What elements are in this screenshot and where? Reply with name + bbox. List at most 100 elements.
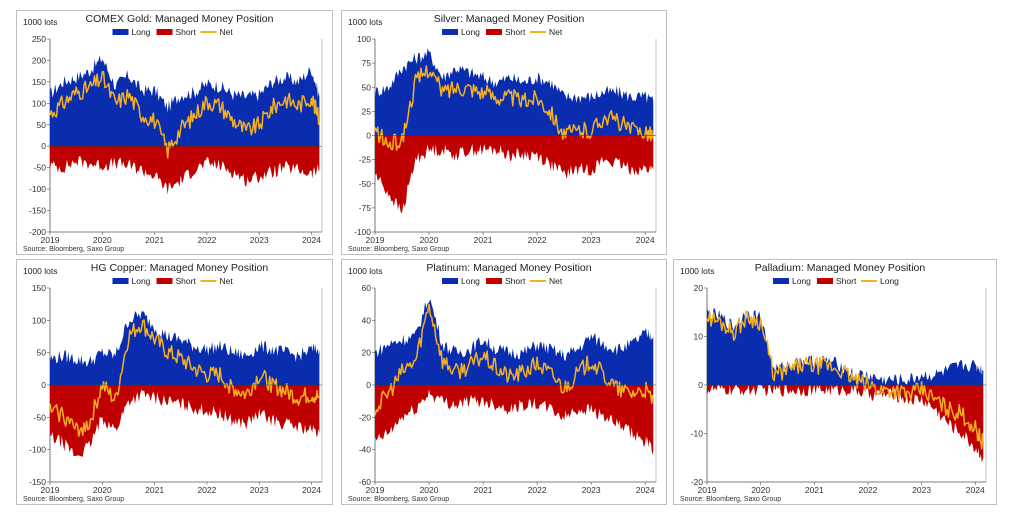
series-line-long [706, 310, 985, 450]
chart-title: Palladium: Managed Money Position [755, 262, 926, 274]
chart-panel-palladium: Palladium: Managed Money Position 1000 lo… [673, 259, 997, 505]
x-tick-label: 2024 [302, 485, 321, 495]
y-tick-label: 20 [362, 348, 372, 358]
y-tick-label: -20 [359, 412, 372, 422]
legend-label: Long [792, 276, 811, 286]
legend-swatch-short [486, 278, 502, 284]
legend-label: Short [505, 276, 526, 286]
legend-swatch-short [817, 278, 833, 284]
legend-label: Long [132, 276, 151, 286]
x-tick-label: 2020 [93, 235, 112, 245]
x-tick-label: 2021 [145, 235, 164, 245]
legend-label: Net [549, 276, 563, 286]
x-tick-label: 2023 [582, 485, 601, 495]
y-tick-label: 0 [41, 141, 46, 151]
y-tick-label: -50 [34, 412, 47, 422]
legend-swatch-net [530, 280, 546, 282]
x-tick-label: 2023 [250, 235, 269, 245]
y-tick-label: 100 [32, 98, 46, 108]
y-tick-label: 0 [366, 380, 371, 390]
unit-label: 1000 lots [348, 17, 383, 27]
chart-platinum: Platinum: Managed Money Position 1000 lot… [348, 262, 657, 503]
series-line-net [49, 319, 321, 437]
legend-swatch-long [442, 29, 458, 35]
unit-label: 1000 lots [23, 17, 58, 27]
x-tick-label: 2022 [197, 235, 216, 245]
series-area-long [707, 307, 984, 385]
chart-title: HG Copper: Managed Money Position [91, 262, 269, 274]
unit-label: 1000 lots [348, 266, 383, 276]
x-tick-label: 2020 [751, 485, 770, 495]
x-tick-label: 2021 [145, 485, 164, 495]
series-area-short [50, 146, 320, 195]
legend-swatch-short [156, 29, 173, 35]
y-tick-label: 10 [694, 332, 704, 342]
y-tick-label: -60 [359, 477, 372, 487]
y-tick-label: 25 [362, 106, 372, 116]
series-line-net [49, 70, 321, 159]
y-tick-label: -100 [29, 184, 46, 194]
x-tick-label: 2019 [41, 485, 60, 495]
legend: Long Short Net [442, 27, 563, 37]
legend-swatch-net [200, 31, 217, 33]
x-tick-label: 2023 [582, 235, 601, 245]
y-tick-label: 60 [362, 283, 372, 293]
x-tick-label: 2019 [366, 485, 385, 495]
legend-label: Short [836, 276, 857, 286]
legend-label: Short [176, 27, 197, 37]
x-tick-label: 2020 [420, 485, 439, 495]
chart-palladium: Palladium: Managed Money Position 1000 lo… [680, 262, 987, 503]
y-tick-label: 150 [32, 77, 46, 87]
unit-label: 1000 lots [680, 266, 715, 276]
y-tick-label: 50 [37, 348, 47, 358]
y-tick-label: -40 [359, 445, 372, 455]
chart-panel-silver: Silver: Managed Money Position 1000 lots L… [341, 10, 667, 255]
y-tick-label: -50 [34, 163, 47, 173]
legend-swatch-long [112, 278, 129, 284]
source-note: Source: Bloomberg, Saxo Group [680, 496, 781, 503]
y-tick-label: -75 [359, 203, 372, 213]
series-area-short [375, 135, 654, 214]
legend: Long Short Net [112, 276, 233, 286]
series-area-short [375, 385, 654, 456]
y-tick-label: 0 [366, 131, 371, 141]
y-tick-label: -25 [359, 155, 372, 165]
legend-label: Short [505, 27, 526, 37]
chart-panel-copper: HG Copper: Managed Money Position 1000 lo… [16, 259, 333, 505]
series-area-long [50, 311, 320, 385]
x-tick-label: 2020 [93, 485, 112, 495]
y-tick-label: -100 [354, 227, 371, 237]
source-note: Source: Bloomberg, Saxo Group [348, 496, 449, 503]
y-tick-label: 20 [694, 283, 704, 293]
chart-gold: COMEX Gold: Managed Money Position 1000 l… [23, 13, 323, 253]
x-tick-label: 2024 [966, 485, 985, 495]
legend-label: Long [461, 276, 480, 286]
x-tick-label: 2021 [474, 235, 493, 245]
x-tick-label: 2023 [250, 485, 269, 495]
legend-swatch-short [156, 278, 173, 284]
x-tick-label: 2019 [366, 235, 385, 245]
legend-swatch-short [486, 29, 502, 35]
x-tick-label: 2024 [302, 235, 321, 245]
legend-swatch-long [112, 29, 129, 35]
x-tick-label: 2023 [912, 485, 931, 495]
legend-label: Net [549, 27, 563, 37]
y-tick-label: 0 [698, 380, 703, 390]
y-tick-label: -20 [691, 477, 704, 487]
y-tick-label: 75 [362, 58, 372, 68]
legend: Long Short Net [112, 27, 233, 37]
chart-copper: HG Copper: Managed Money Position 1000 lo… [23, 262, 323, 503]
chart-panel-platinum: Platinum: Managed Money Position 1000 lot… [341, 259, 667, 505]
x-tick-label: 2021 [805, 485, 824, 495]
source-note: Source: Bloomberg, Saxo Group [23, 496, 124, 503]
legend-label: Long [132, 27, 151, 37]
x-tick-label: 2019 [41, 235, 60, 245]
source-note: Source: Bloomberg, Saxo Group [23, 246, 124, 253]
series-area-long [375, 299, 654, 385]
chart-title: Silver: Managed Money Position [434, 13, 585, 25]
x-tick-label: 2022 [528, 485, 547, 495]
y-tick-label: 100 [357, 34, 371, 44]
x-tick-label: 2021 [474, 485, 493, 495]
x-tick-label: 2020 [420, 235, 439, 245]
y-tick-label: 250 [32, 34, 46, 44]
